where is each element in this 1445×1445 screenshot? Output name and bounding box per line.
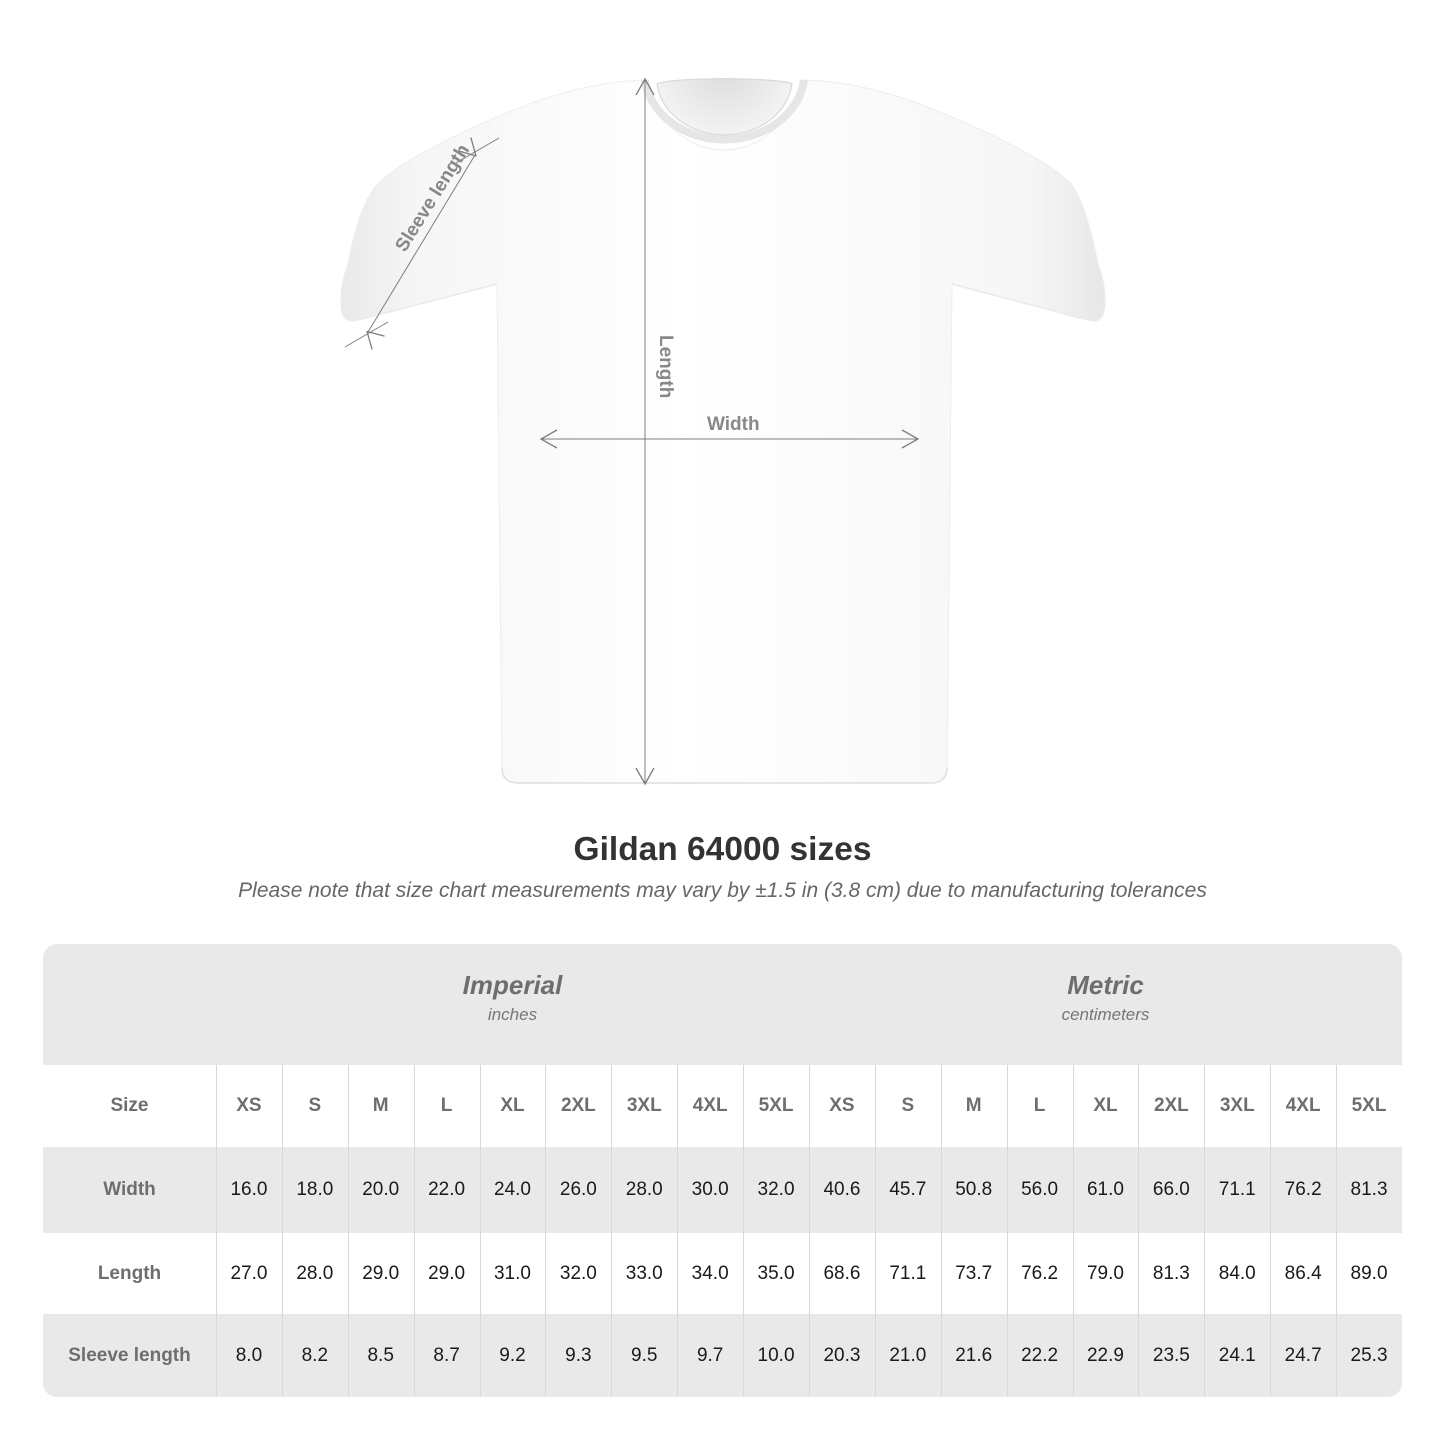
svg-text:Sleeve length: Sleeve length	[391, 141, 474, 256]
svg-text:Length: Length	[655, 335, 676, 398]
svg-text:Width: Width	[707, 414, 760, 435]
